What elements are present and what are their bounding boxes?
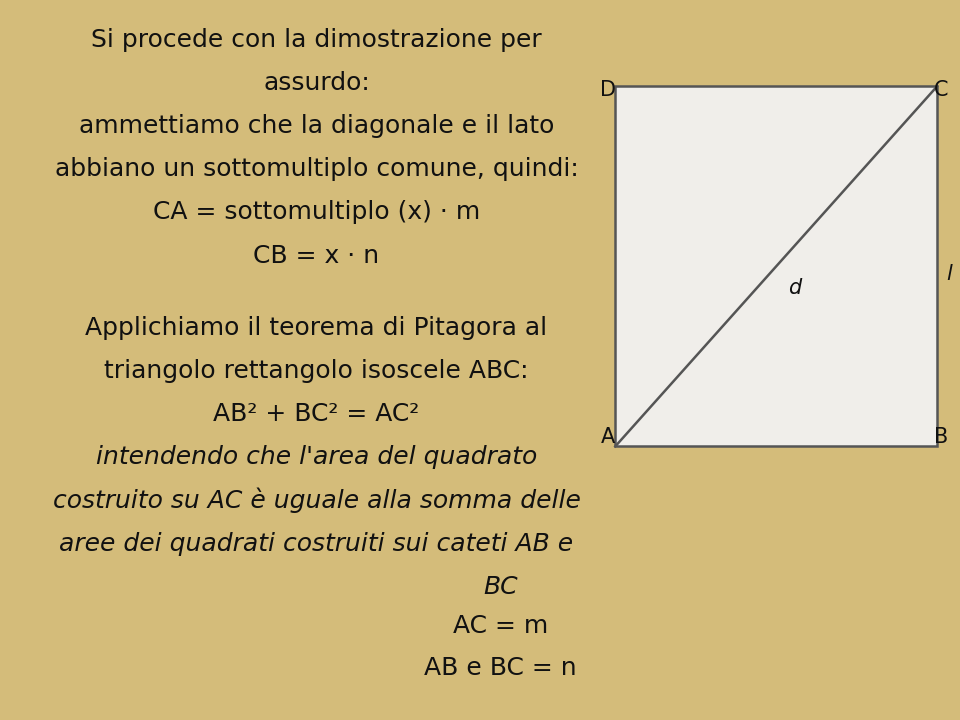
Text: AB² + BC² = AC²: AB² + BC² = AC² — [213, 402, 420, 426]
Text: d: d — [788, 278, 802, 298]
Text: costruito su AC è uguale alla somma delle: costruito su AC è uguale alla somma dell… — [53, 487, 581, 513]
Text: Si procede con la dimostrazione per: Si procede con la dimostrazione per — [91, 27, 541, 52]
Text: D: D — [600, 80, 616, 100]
Text: aree dei quadrati costruiti sui cateti AB e: aree dei quadrati costruiti sui cateti A… — [60, 531, 573, 556]
Text: assurdo:: assurdo: — [263, 71, 370, 95]
Text: AC = m: AC = m — [453, 614, 548, 639]
Text: A: A — [601, 427, 615, 447]
Text: CB = x · n: CB = x · n — [253, 243, 379, 268]
Text: CA = sottomultiplo (x) · m: CA = sottomultiplo (x) · m — [153, 200, 480, 225]
Text: abbiano un sottomultiplo comune, quindi:: abbiano un sottomultiplo comune, quindi: — [55, 157, 578, 181]
Text: l: l — [947, 264, 952, 284]
Bar — [615, 86, 937, 446]
Text: triangolo rettangolo isoscele ABC:: triangolo rettangolo isoscele ABC: — [105, 359, 529, 383]
Text: AB e BC = n: AB e BC = n — [424, 656, 577, 680]
Text: ammettiamo che la diagonale e il lato: ammettiamo che la diagonale e il lato — [79, 114, 554, 138]
Text: C: C — [934, 80, 948, 100]
Text: intendendo che l'area del quadrato: intendendo che l'area del quadrato — [96, 445, 538, 469]
Text: B: B — [934, 427, 948, 447]
Text: BC: BC — [483, 575, 517, 599]
Text: Applichiamo il teorema di Pitagora al: Applichiamo il teorema di Pitagora al — [85, 315, 547, 340]
